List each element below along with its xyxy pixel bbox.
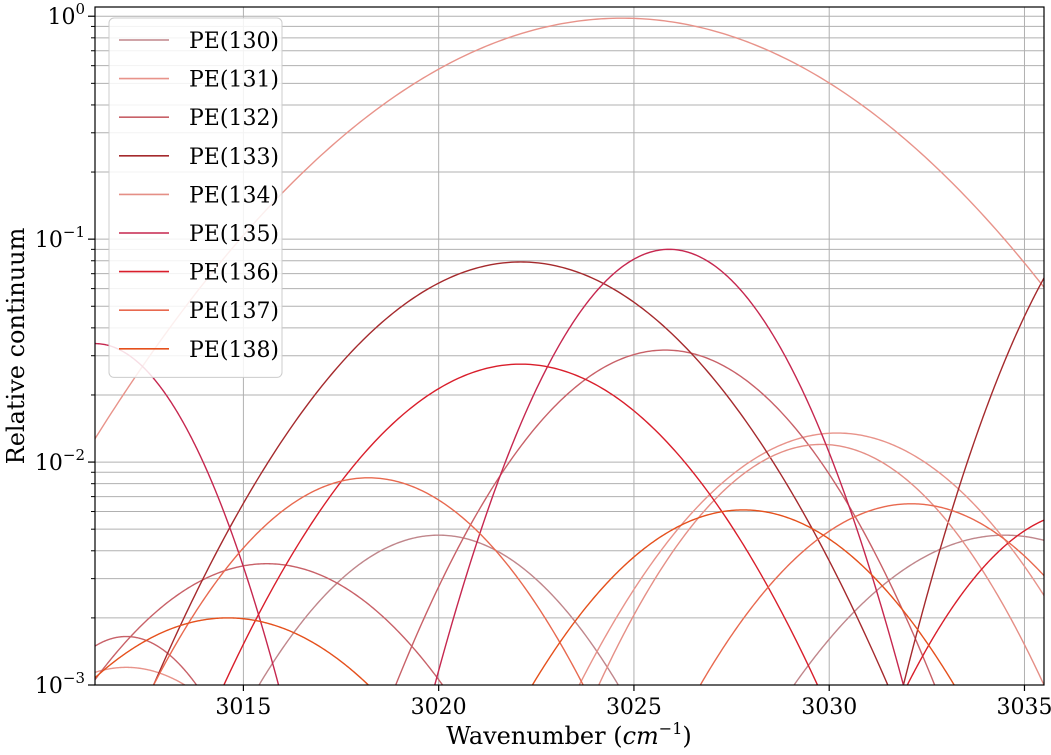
x-tick-label-3: 3030 xyxy=(801,695,857,720)
legend-label-6: PE(136) xyxy=(189,261,279,286)
axis-ticks: 3015 3020 3025 3030 3035 10−3 10−2 10−1 100 xyxy=(35,0,1051,720)
legend-label-5: PE(135) xyxy=(189,222,279,247)
legend: PE(130) PE(131) PE(132) PE(133) PE(134) PE(13… xyxy=(108,17,283,378)
legend-label-3: PE(133) xyxy=(189,145,279,170)
series-5-curve-1 xyxy=(95,342,280,685)
series-3-curve-1 xyxy=(902,276,1044,685)
series-4-curve-0 xyxy=(598,443,1044,685)
series-8-curve-1 xyxy=(95,617,370,685)
series-5-curve-0 xyxy=(434,248,905,685)
series-2-curve-0 xyxy=(394,349,936,685)
series-0-curve-1 xyxy=(793,534,1044,685)
series-6-curve-1 xyxy=(906,519,1044,685)
series-1-curve-1 xyxy=(578,432,1044,685)
series-6-curve-0 xyxy=(223,363,819,685)
y-tick-label-0: 10−3 xyxy=(35,669,85,699)
series-1-curve-2 xyxy=(95,666,187,685)
series-3-curve-0 xyxy=(152,261,889,685)
series-2-curve-1 xyxy=(95,563,444,685)
legend-label-8: PE(138) xyxy=(189,338,279,363)
legend-box xyxy=(108,17,283,378)
legend-label-4: PE(134) xyxy=(189,183,279,208)
y-axis-label: Relative continuum xyxy=(2,227,30,464)
plot-frame xyxy=(94,6,1045,686)
series-8-curve-0 xyxy=(531,509,955,685)
series-lines xyxy=(95,17,1044,685)
y-tick-label-1: 10−2 xyxy=(35,446,85,476)
x-tick-label-1: 3020 xyxy=(411,695,467,720)
legend-label-0: PE(130) xyxy=(189,29,279,54)
x-tick-label-2: 3025 xyxy=(606,695,662,720)
y-tick-label-3: 100 xyxy=(47,0,85,30)
legend-label-2: PE(132) xyxy=(189,106,279,131)
series-2-curve-2 xyxy=(95,635,198,685)
legend-label-7: PE(137) xyxy=(189,299,279,324)
x-axis-label: Wavenumber (cm−1) xyxy=(446,719,692,750)
grid xyxy=(95,7,1044,686)
series-7-curve-1 xyxy=(699,503,1044,685)
legend-label-1: PE(131) xyxy=(189,68,279,93)
series-0-curve-0 xyxy=(258,534,620,685)
x-tick-label-0: 3015 xyxy=(215,695,271,720)
series-7-curve-0 xyxy=(152,477,584,685)
x-tick-label-4: 3035 xyxy=(996,695,1051,720)
y-tick-label-2: 10−1 xyxy=(35,223,85,253)
